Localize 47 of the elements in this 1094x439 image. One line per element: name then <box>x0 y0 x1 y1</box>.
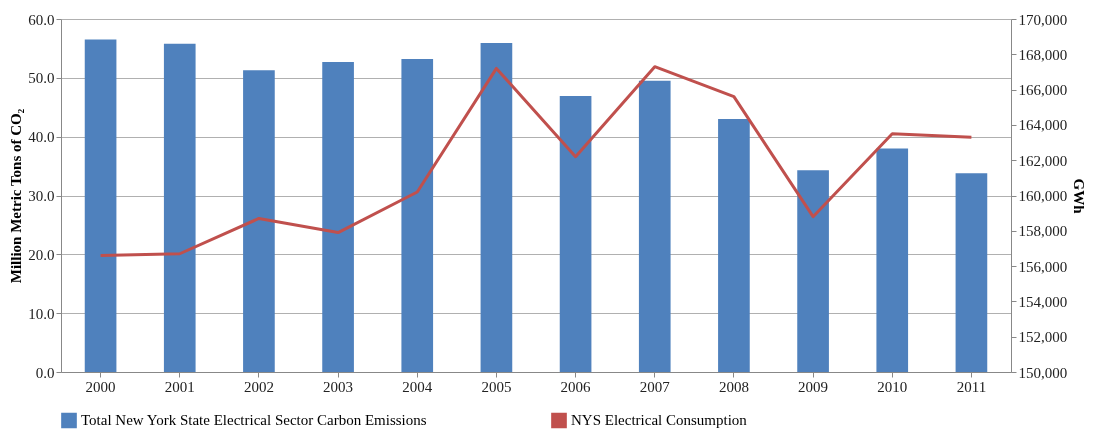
x-tick-label: 2003 <box>323 378 354 395</box>
x-tick-label: 2010 <box>877 378 908 395</box>
y-tick-label: 60.0 <box>28 11 55 28</box>
legend-label: Total New York State Electrical Sector Carbon Emissions <box>81 412 427 429</box>
bar <box>718 119 750 372</box>
x-tick-label: 2002 <box>243 378 274 395</box>
bar <box>84 39 117 372</box>
x-tick-label: 2000 <box>85 378 116 395</box>
line-series <box>99 65 973 258</box>
y-tick-label: 20.0 <box>28 246 55 263</box>
y2-tick-label: 170,000 <box>1018 11 1068 28</box>
x-tick-label: 2004 <box>402 378 433 395</box>
bar <box>638 80 671 372</box>
y2-tick-label: 158,000 <box>1018 223 1068 240</box>
bar <box>163 43 196 372</box>
y-tick-label: 0.0 <box>35 364 55 381</box>
bar <box>243 70 275 372</box>
y2-tick-label: 166,000 <box>1018 82 1068 99</box>
legend-label: NYS Electrical Consumption <box>571 412 748 429</box>
y2-tick-label: 164,000 <box>1018 117 1068 134</box>
y2-tick-label: 156,000 <box>1018 258 1068 275</box>
y2-tick-label: 162,000 <box>1018 152 1068 169</box>
y-tick-label: 50.0 <box>28 70 55 87</box>
y-axis-title: Million Metric Tons of CO₂ <box>8 108 25 284</box>
x-tick-label: 2009 <box>798 378 829 395</box>
y2-axis-title: GWh <box>1071 178 1088 215</box>
bar <box>559 96 592 372</box>
y-tick-label: 40.0 <box>28 129 55 146</box>
bar <box>322 61 354 372</box>
y2-tick-label: 160,000 <box>1018 188 1068 204</box>
x-tick-label: 2011 <box>956 378 987 395</box>
bar <box>955 173 988 372</box>
y2-tick-label: 150,000 <box>1018 364 1068 381</box>
x-tick-label: 2007 <box>639 378 671 395</box>
y2-tick-label: 168,000 <box>1018 46 1068 63</box>
bar <box>876 148 909 372</box>
x-tick-label: 2008 <box>718 378 749 395</box>
bar <box>797 170 829 372</box>
x-tick-label: 2006 <box>560 378 592 395</box>
y2-tick-label: 152,000 <box>1018 329 1068 346</box>
bar <box>401 59 434 372</box>
bar <box>480 43 513 372</box>
x-tick-label: 2001 <box>164 378 195 395</box>
x-tick-label: 2005 <box>481 378 512 395</box>
y-tick-label: 10.0 <box>28 305 55 322</box>
y-tick-label: 30.0 <box>28 188 55 204</box>
y2-tick-label: 154,000 <box>1018 293 1068 310</box>
